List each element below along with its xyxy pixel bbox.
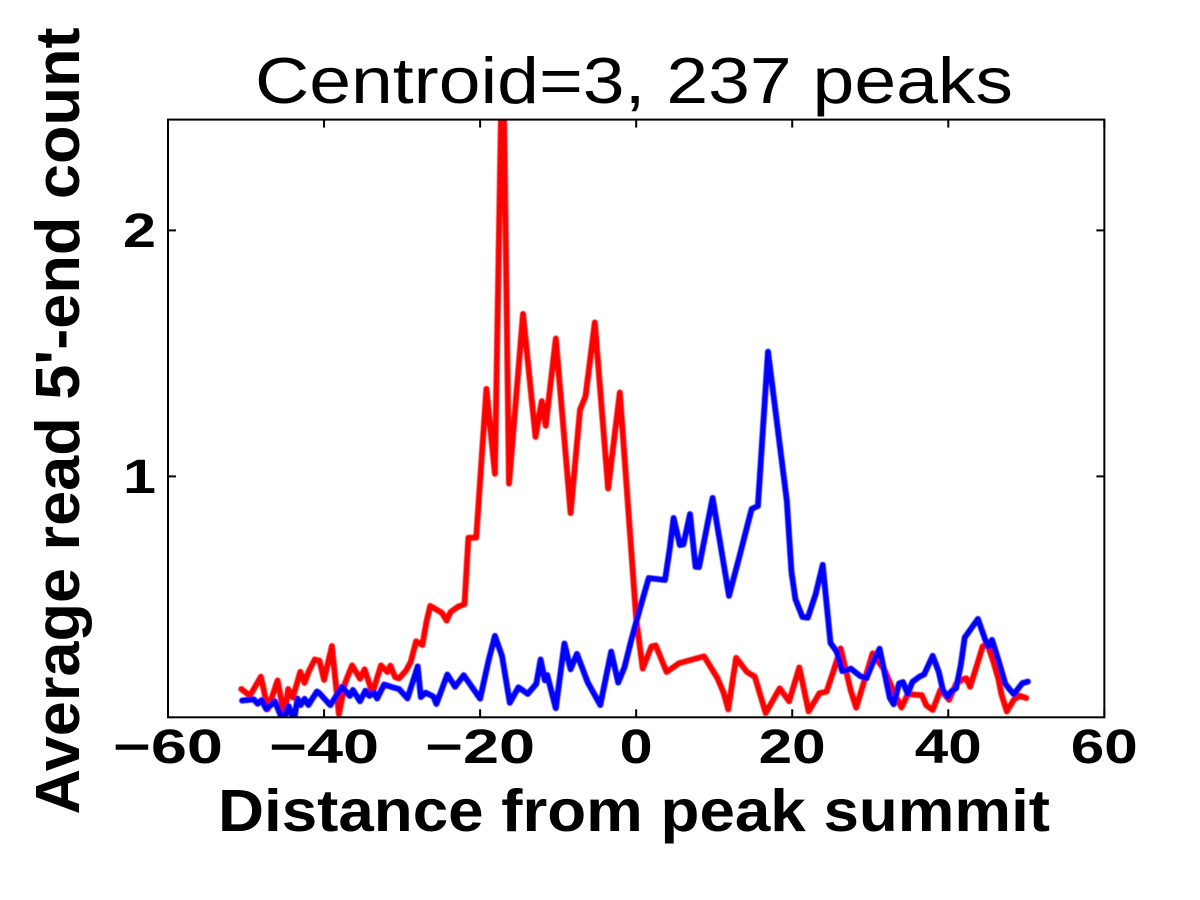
- svg-text:1: 1: [123, 451, 156, 504]
- svg-text:−20: −20: [425, 721, 535, 774]
- svg-text:Distance from peak summit: Distance from peak summit: [218, 778, 1050, 844]
- svg-text:0: 0: [620, 721, 653, 774]
- svg-text:−40: −40: [269, 721, 379, 774]
- svg-text:−60: −60: [113, 721, 223, 774]
- svg-text:20: 20: [759, 721, 826, 774]
- svg-text:60: 60: [1071, 721, 1138, 774]
- svg-text:40: 40: [915, 721, 982, 774]
- svg-text:2: 2: [123, 205, 156, 258]
- svg-text:Centroid=3, 237 peaks: Centroid=3, 237 peaks: [255, 44, 1013, 117]
- svg-text:Average read 5'-end count: Average read 5'-end count: [24, 28, 93, 815]
